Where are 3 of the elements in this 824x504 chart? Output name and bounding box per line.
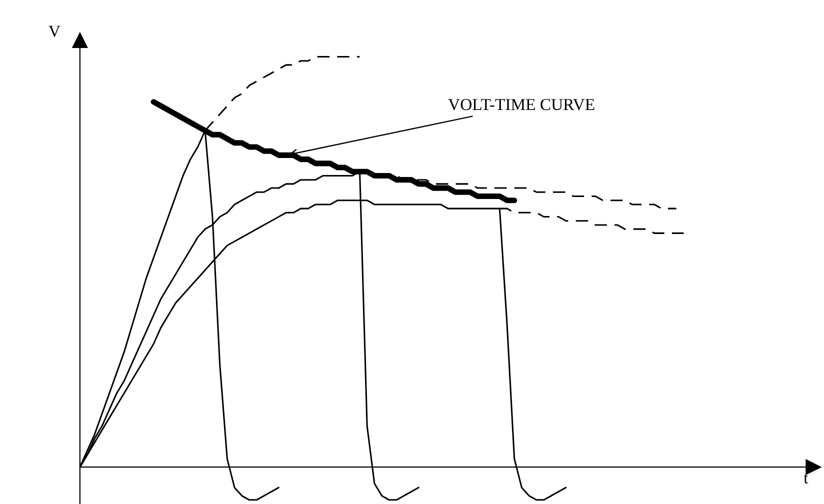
y-axis-title: V xyxy=(48,26,60,38)
annotation: VOLT-TIME CURVE xyxy=(448,98,594,110)
text: t xyxy=(804,474,808,484)
